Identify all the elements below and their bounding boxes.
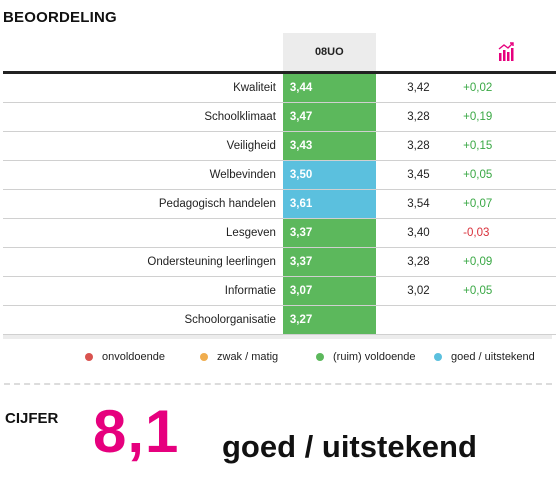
- row-comparison: 3,28: [375, 131, 456, 161]
- row-label: Schoolklimaat: [3, 102, 283, 132]
- table-header-row: 08UO: [3, 33, 556, 74]
- legend-label: goed / uitstekend: [451, 351, 535, 363]
- legend-dot-icon: [434, 353, 442, 361]
- row-score: 3,37: [282, 218, 376, 248]
- legend-dot-icon: [200, 353, 208, 361]
- section-title: BEOORDELING: [3, 9, 117, 26]
- table-row: Informatie 3,07 3,02 +0,05: [3, 276, 556, 306]
- row-score: 3,27: [282, 305, 376, 335]
- bar-chart-trend-icon[interactable]: [497, 42, 515, 62]
- legend-dot-icon: [316, 353, 324, 361]
- row-difference: +0,15: [455, 131, 556, 161]
- legend-label: (ruim) voldoende: [333, 351, 416, 363]
- row-label: Informatie: [3, 276, 283, 306]
- legend-item: zwak / matig: [200, 351, 278, 363]
- row-comparison: 3,40: [375, 218, 456, 248]
- row-difference: -0,03: [455, 218, 556, 248]
- row-difference: +0,19: [455, 102, 556, 132]
- table-row: Schoolorganisatie 3,27: [3, 305, 556, 335]
- row-label: Kwaliteit: [3, 72, 283, 103]
- table-row: Ondersteuning leerlingen 3,37 3,28 +0,09: [3, 247, 556, 277]
- table-row: Veiligheid 3,43 3,28 +0,15: [3, 131, 556, 161]
- row-comparison: 3,54: [375, 189, 456, 219]
- cijfer-text: goed / uitstekend: [222, 429, 477, 464]
- table-row: Pedagogisch handelen 3,61 3,54 +0,07: [3, 189, 556, 219]
- legend-label: zwak / matig: [217, 351, 279, 363]
- row-difference: +0,02: [455, 72, 556, 103]
- table-row: Schoolklimaat 3,47 3,28 +0,19: [3, 102, 556, 132]
- row-difference: +0,05: [455, 276, 556, 306]
- row-score: 3,44: [282, 72, 376, 103]
- legend-label: onvoldoende: [102, 351, 166, 363]
- row-difference: +0,05: [455, 160, 556, 190]
- row-comparison: 3,28: [375, 102, 456, 132]
- row-score: 3,50: [282, 160, 376, 190]
- table-row: Lesgeven 3,37 3,40 -0,03: [3, 218, 556, 248]
- row-score: 3,37: [282, 247, 376, 277]
- legend-dot-icon: [85, 353, 93, 361]
- row-comparison: [375, 305, 456, 335]
- row-label: Schoolorganisatie: [3, 305, 283, 335]
- row-score: 3,07: [282, 276, 376, 306]
- row-comparison: 3,02: [375, 276, 456, 306]
- cijfer-label: CIJFER: [5, 410, 59, 427]
- row-label: Welbevinden: [3, 160, 283, 190]
- table-row: Kwaliteit 3,44 3,42 +0,02: [3, 72, 556, 103]
- row-label: Lesgeven: [3, 218, 283, 248]
- legend-item: goed / uitstekend: [434, 351, 535, 363]
- cijfer-value: 8,1: [93, 398, 180, 465]
- row-comparison: 3,42: [375, 72, 456, 103]
- row-label: Veiligheid: [3, 131, 283, 161]
- row-label: Ondersteuning leerlingen: [3, 247, 283, 277]
- school-code-header: 08UO: [282, 33, 376, 74]
- row-comparison: 3,45: [375, 160, 456, 190]
- dashed-divider: [4, 383, 552, 385]
- table-row: Welbevinden 3,50 3,45 +0,05: [3, 160, 556, 190]
- legend-item: (ruim) voldoende: [316, 351, 416, 363]
- assessment-table: 08UO Kwaliteit 3,44 3,42 +0,02 Schoolklimaat…: [3, 33, 556, 335]
- row-difference: +0,07: [455, 189, 556, 219]
- row-comparison: 3,28: [375, 247, 456, 277]
- row-score: 3,47: [282, 102, 376, 132]
- header-trend-cell: [455, 33, 556, 74]
- row-label: Pedagogisch handelen: [3, 189, 283, 219]
- row-score: 3,43: [282, 131, 376, 161]
- header-comparison-cell: [375, 33, 456, 74]
- legend-item: onvoldoende: [85, 351, 165, 363]
- row-difference: [455, 305, 556, 335]
- row-difference: +0,09: [455, 247, 556, 277]
- row-score: 3,61: [282, 189, 376, 219]
- header-label-cell: [3, 33, 283, 74]
